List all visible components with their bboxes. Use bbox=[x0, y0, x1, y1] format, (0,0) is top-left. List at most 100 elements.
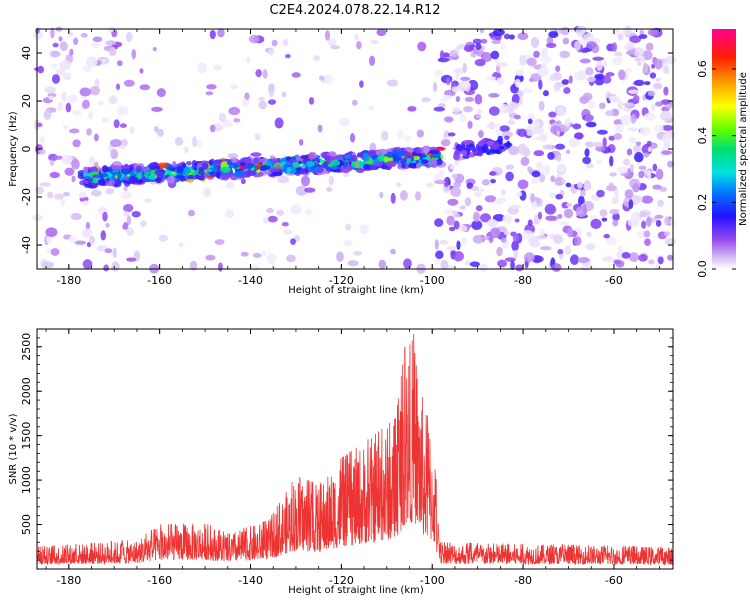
spectrogram-cell bbox=[609, 155, 614, 167]
spectrogram-cell bbox=[68, 235, 77, 244]
spectrogram-cell bbox=[343, 239, 353, 247]
spectrogram-cell bbox=[515, 264, 524, 272]
spectrogram-cell bbox=[56, 67, 66, 76]
spectrogram-cell bbox=[81, 200, 90, 206]
spectrogram-cell bbox=[151, 106, 163, 112]
spectrogram-cell bbox=[659, 110, 672, 122]
spectrogram-cell bbox=[645, 42, 654, 51]
spectrogram-cell bbox=[83, 180, 90, 185]
spectrogram-cell bbox=[339, 117, 350, 127]
spectrogram-cell bbox=[466, 182, 474, 189]
spectrogram-cell bbox=[225, 181, 235, 189]
spectrogram-cell bbox=[209, 124, 216, 133]
spectrogram-cell bbox=[47, 191, 54, 199]
spectrogram-cell bbox=[624, 68, 633, 73]
colorbar-ticks: 0.0 0.2 0.4 0.6 bbox=[696, 60, 736, 278]
spectrogram-cell bbox=[126, 227, 134, 236]
spectrogram-cell bbox=[539, 132, 548, 142]
spectrogram-cell bbox=[157, 128, 164, 137]
spectrogram-cell bbox=[538, 228, 546, 236]
spectrogram-cell bbox=[313, 55, 321, 62]
spectrogram-cell bbox=[72, 110, 82, 116]
spectrogram-cell bbox=[374, 161, 384, 167]
spectrogram-x-ticks: -180 -160 -140 -120 -100 -80 -60 bbox=[45, 29, 660, 287]
spectrogram-cell bbox=[461, 237, 468, 245]
spectrogram-cell bbox=[504, 135, 510, 141]
spectrogram-cell bbox=[214, 239, 225, 245]
spectrogram-cell bbox=[551, 263, 562, 272]
snr-y-tick-label: 1000 bbox=[20, 466, 33, 494]
spectrogram-cell bbox=[641, 220, 647, 229]
spectrogram-cell bbox=[115, 83, 121, 91]
spectrogram-cell bbox=[38, 136, 45, 144]
spectrogram-cell bbox=[521, 88, 534, 94]
spectrogram-cell bbox=[203, 187, 211, 198]
spectrogram-cell bbox=[515, 69, 524, 77]
spectrogram-cell bbox=[459, 113, 467, 123]
spectrogram-cell bbox=[588, 100, 596, 110]
spectrogram-cell bbox=[622, 29, 627, 35]
spectrogram-cell bbox=[121, 138, 128, 147]
spectrogram-cell bbox=[492, 28, 505, 37]
spectrogram-cell bbox=[259, 165, 268, 172]
spectrogram-cell bbox=[85, 56, 98, 68]
spectrogram-cell bbox=[654, 101, 664, 107]
spectrogram-cell bbox=[363, 153, 370, 162]
spectrogram-cell bbox=[495, 34, 502, 42]
snr-x-tick-label: -140 bbox=[238, 574, 263, 587]
spectrogram-cell bbox=[475, 43, 482, 51]
spectrogram-cell bbox=[52, 155, 64, 160]
spectrogram-cell bbox=[657, 199, 664, 207]
snr-y-tick-label: 1500 bbox=[20, 422, 33, 450]
spectrogram-cell bbox=[489, 171, 497, 176]
spectrogram-cell bbox=[67, 94, 78, 104]
spectrogram-cell bbox=[517, 179, 529, 190]
spectrogram-cell bbox=[641, 195, 654, 204]
spectrogram-cell bbox=[120, 167, 131, 175]
spectrogram-cell bbox=[86, 128, 92, 136]
spectrogram-cell bbox=[633, 47, 645, 57]
spectrogram-cell bbox=[617, 33, 624, 41]
spectrogram-cell bbox=[491, 39, 502, 45]
spectrogram-x-label: Height of straight line (km) bbox=[288, 285, 424, 296]
spectrogram-cell bbox=[579, 58, 591, 64]
spectrogram-cell bbox=[477, 141, 485, 147]
spectrogram-cell bbox=[434, 239, 439, 250]
spectrogram-cell bbox=[611, 42, 618, 52]
spectrogram-cell bbox=[266, 253, 277, 264]
spectrogram-cell bbox=[487, 219, 498, 228]
spectrogram-cell bbox=[446, 215, 455, 226]
spectrogram-cell bbox=[582, 203, 587, 215]
spectrogram-cell bbox=[558, 221, 570, 226]
spectrogram-cell bbox=[479, 28, 485, 33]
spectrogram-cell bbox=[440, 259, 449, 271]
spectrogram-cell bbox=[213, 64, 222, 71]
spectrogram-cell bbox=[584, 141, 595, 148]
snr-x-tick-label: -120 bbox=[329, 574, 354, 587]
spectrogram-cell bbox=[443, 177, 449, 188]
spectrogram-cell bbox=[540, 47, 548, 59]
spectrogram-cell bbox=[601, 217, 608, 222]
spectrogram-cell bbox=[520, 156, 530, 167]
spectrogram-cell bbox=[154, 125, 159, 133]
spectrogram-cell bbox=[552, 234, 563, 244]
spectrogram-cell bbox=[399, 190, 408, 201]
spectrogram-cell bbox=[286, 254, 296, 263]
spectrogram-cell bbox=[639, 29, 644, 35]
spectrogram-cell bbox=[473, 191, 482, 198]
spectrogram-cell bbox=[631, 195, 643, 204]
snr-x-ticks: -180 -160 -140 -120 -100 -80 -60 bbox=[45, 329, 660, 587]
spectrogram-cell bbox=[213, 165, 218, 172]
spectrogram-cell bbox=[523, 252, 535, 263]
spectrogram-cell bbox=[626, 148, 633, 156]
spectrogram-cell bbox=[433, 179, 446, 185]
spectrogram-cell bbox=[563, 208, 574, 219]
spectrogram-cell bbox=[474, 94, 483, 105]
spectrogram-cell bbox=[50, 50, 61, 58]
spectrogram-cell bbox=[131, 49, 137, 60]
spectrogram-cell bbox=[32, 30, 43, 40]
spectrogram-cell bbox=[449, 226, 456, 232]
spectrogram-cell bbox=[647, 90, 656, 97]
spectrogram-cell bbox=[632, 94, 640, 103]
spectrogram-cell bbox=[632, 144, 642, 154]
